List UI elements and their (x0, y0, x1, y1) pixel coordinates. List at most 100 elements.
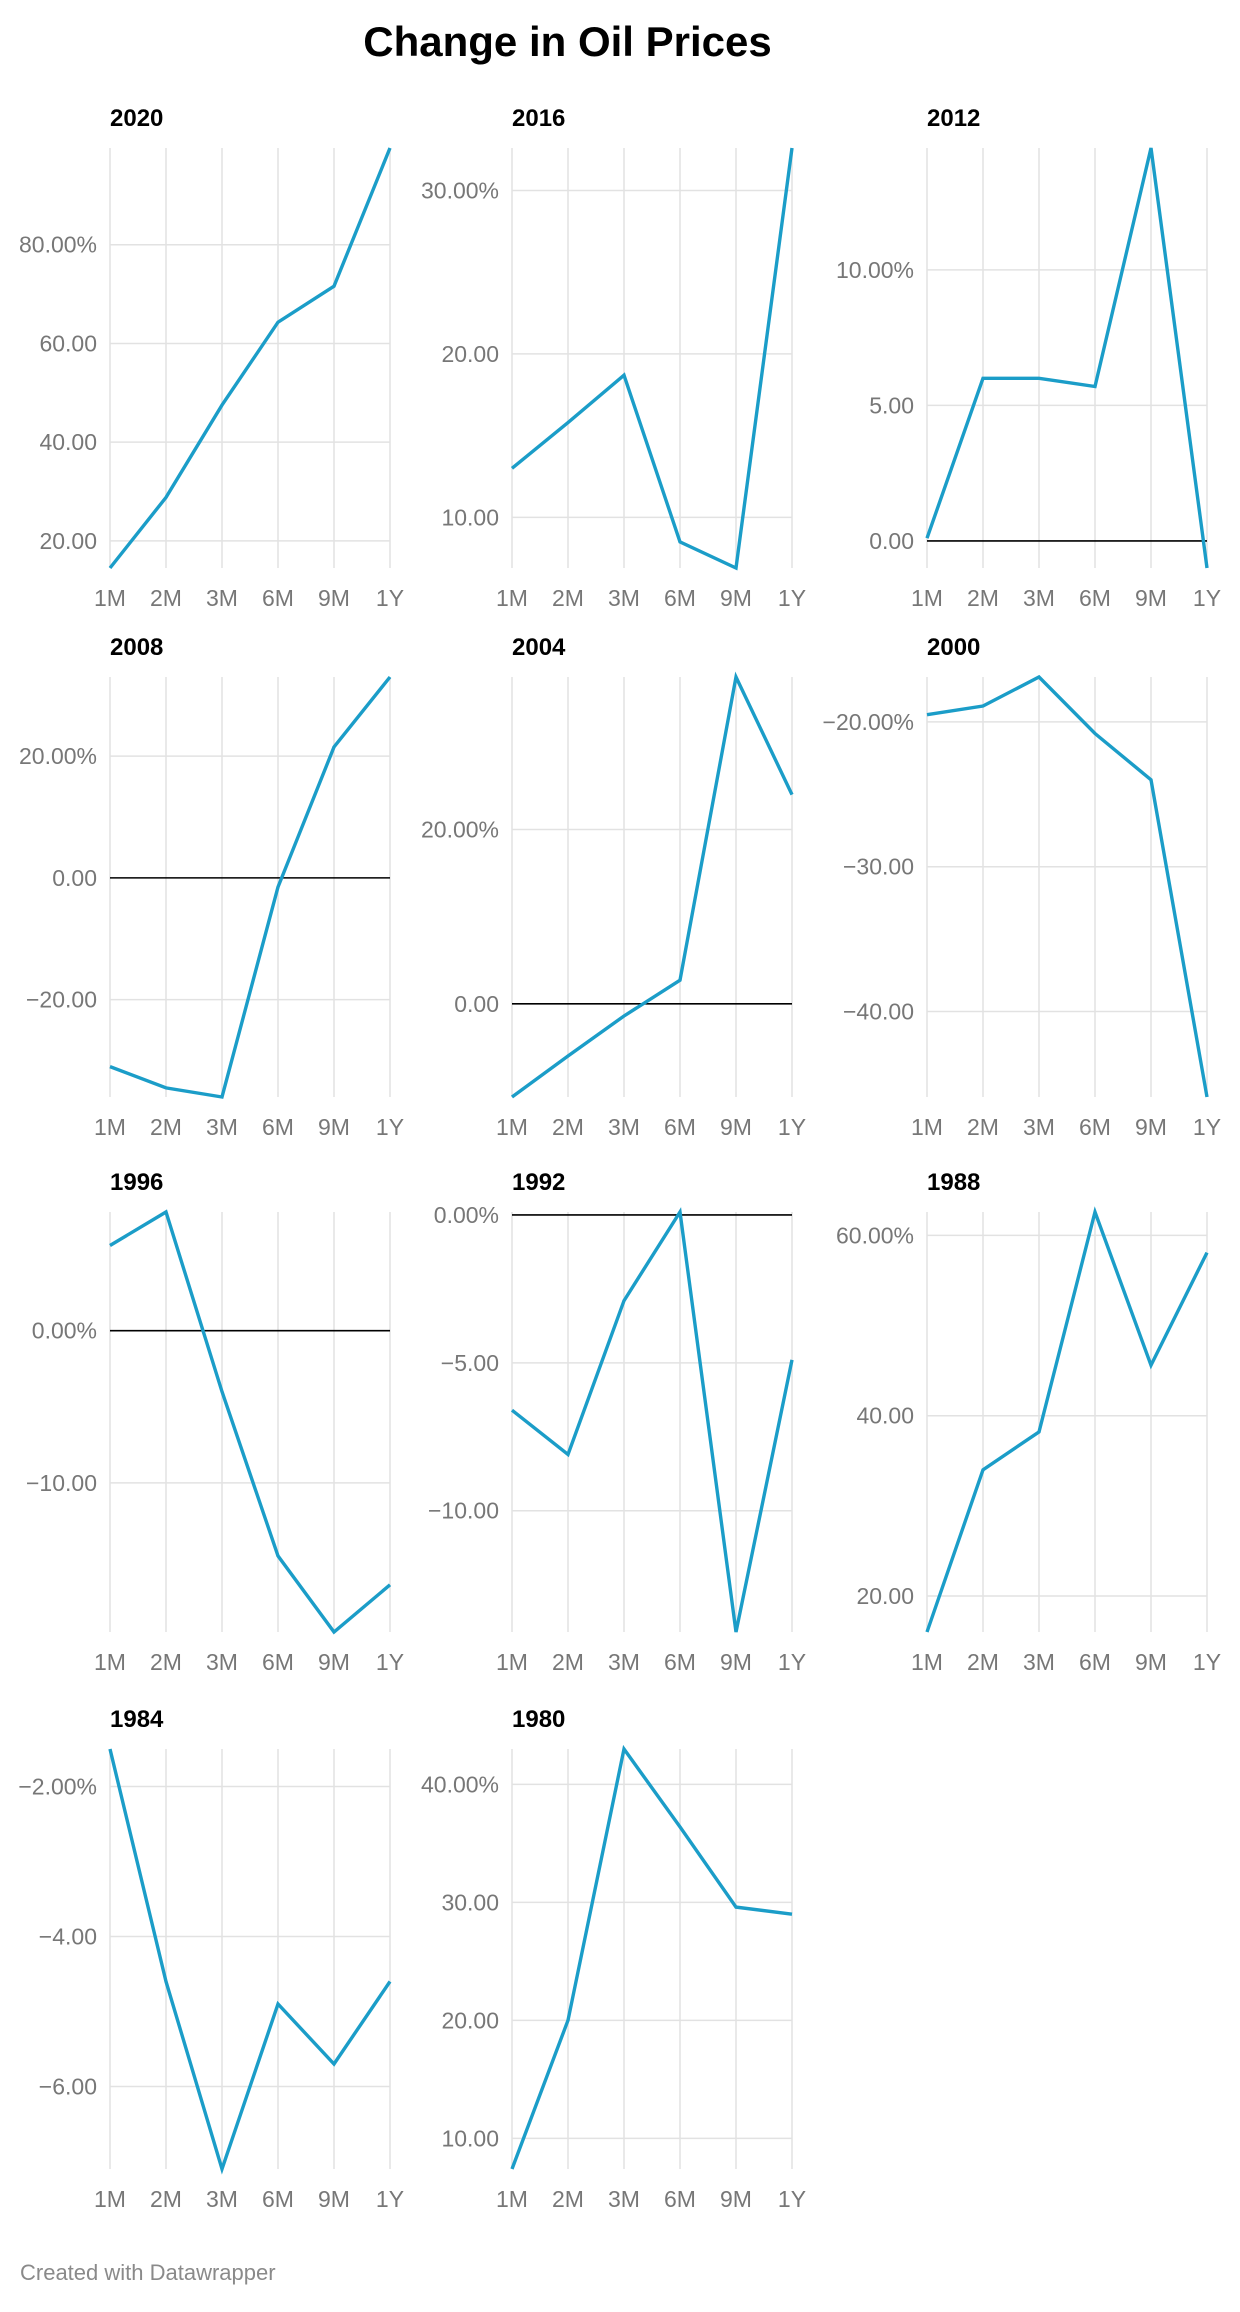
series-line (109, 675, 392, 1099)
x-tick-label: 1Y (778, 1114, 806, 1140)
y-tick-label: 0.00 (869, 528, 914, 554)
x-tick-label: 1M (496, 1114, 528, 1140)
y-tick-label: 20.00% (421, 816, 499, 842)
x-tick-label: 2M (150, 1649, 182, 1675)
x-tick-label: 2M (552, 1649, 584, 1675)
x-tick-label: 1Y (778, 2186, 806, 2212)
panel-2020: 2020 20.00 40.00 60.00 80.00% 1M 2M 3M 6M 9M 1Y (19, 105, 404, 611)
x-tick-label: 2M (552, 1114, 584, 1140)
panel-2016: 2016 10.00 20.00 30.00% 1M 2M 3M 6M 9M 1Y (421, 105, 806, 611)
y-tick-label: 20.00 (441, 2007, 499, 2033)
page-title: Change in Oil Prices (363, 18, 772, 65)
x-tick-label: 1Y (376, 1649, 404, 1675)
x-tick-label: 2M (967, 1649, 999, 1675)
x-tick-label: 9M (318, 585, 350, 611)
x-tick-label: 9M (1135, 585, 1167, 611)
y-tick-label: 0.00% (434, 1202, 499, 1228)
x-tick-label: 3M (1023, 585, 1055, 611)
panel-1996: 1996 −10.00 0.00% 1M 2M 3M 6M 9M 1Y (26, 1169, 404, 1675)
x-tick-label: 6M (664, 1649, 696, 1675)
y-tick-label: −30.00 (843, 854, 914, 880)
x-tick-label: 1Y (376, 2186, 404, 2212)
series-line (926, 674, 1209, 1098)
x-tick-label: 9M (720, 1114, 752, 1140)
x-tick-label: 1Y (778, 1649, 806, 1675)
y-tick-label: −20.00 (26, 987, 97, 1013)
x-tick-label: 6M (1079, 585, 1111, 611)
y-tick-label: −20.00% (823, 709, 914, 735)
y-tick-label: −10.00 (428, 1498, 499, 1524)
y-tick-label: −10.00 (26, 1470, 97, 1496)
series-line (109, 1209, 392, 1635)
x-tick-label: 9M (318, 2186, 350, 2212)
y-tick-label: 40.00 (39, 429, 97, 455)
x-tick-label: 1Y (1193, 585, 1221, 611)
series-line (510, 147, 794, 571)
x-tick-label: 3M (206, 2186, 238, 2212)
panel-1980: 1980 10.00 20.00 30.00 40.00% 1M 2M 3M 6M 9M 1Y (421, 1706, 806, 2212)
y-tick-label: −5.00 (441, 1350, 499, 1376)
x-tick-label: 9M (1135, 1114, 1167, 1140)
series-line (510, 1207, 794, 1633)
y-tick-label: 5.00 (869, 392, 914, 418)
x-tick-label: 9M (318, 1114, 350, 1140)
x-tick-label: 2M (552, 2186, 584, 2212)
x-tick-label: 1M (496, 2186, 528, 2212)
y-tick-label: −6.00 (39, 2074, 97, 2100)
footer-credit: Created with Datawrapper (20, 2260, 276, 2285)
x-tick-label: 1Y (1193, 1114, 1221, 1140)
x-tick-label: 6M (664, 1114, 696, 1140)
x-tick-label: 3M (206, 1114, 238, 1140)
x-tick-label: 6M (1079, 1649, 1111, 1675)
series-line (925, 147, 1209, 569)
x-tick-label: 3M (206, 585, 238, 611)
panel-title: 2000 (927, 634, 980, 661)
panel-title: 1988 (927, 1169, 980, 1196)
x-tick-label: 9M (720, 1649, 752, 1675)
panel-title: 1992 (512, 1169, 565, 1196)
x-tick-label: 2M (967, 585, 999, 611)
panel-2000: 2000 −40.00 −30.00 −20.00% 1M 2M 3M 6M 9M 1Y (823, 634, 1222, 1140)
series-line (108, 1748, 392, 2175)
panel-title: 2016 (512, 105, 565, 132)
x-tick-label: 1M (94, 2186, 126, 2212)
x-tick-label: 9M (720, 585, 752, 611)
y-tick-label: 20.00 (441, 341, 499, 367)
x-tick-label: 1M (911, 1114, 943, 1140)
series-line (510, 671, 794, 1099)
panel-title: 2012 (927, 105, 980, 132)
x-tick-label: 9M (720, 2186, 752, 2212)
x-tick-label: 6M (262, 2186, 294, 2212)
x-tick-label: 6M (664, 2186, 696, 2212)
x-tick-label: 1Y (1193, 1649, 1221, 1675)
x-tick-label: 1Y (376, 585, 404, 611)
x-tick-label: 6M (262, 585, 294, 611)
series-line (510, 1744, 793, 2170)
y-tick-label: −40.00 (843, 999, 914, 1025)
x-tick-label: 6M (262, 1649, 294, 1675)
x-tick-label: 1M (911, 585, 943, 611)
x-tick-label: 3M (206, 1649, 238, 1675)
x-tick-label: 3M (1023, 1114, 1055, 1140)
x-tick-label: 2M (150, 2186, 182, 2212)
panel-title: 1996 (110, 1169, 163, 1196)
y-tick-label: −4.00 (39, 1924, 97, 1950)
y-tick-label: 20.00 (856, 1583, 914, 1609)
x-tick-label: 1M (94, 1649, 126, 1675)
x-tick-label: 9M (318, 1649, 350, 1675)
x-tick-label: 3M (608, 1114, 640, 1140)
x-tick-label: 6M (1079, 1114, 1111, 1140)
panel-2004: 2004 0.00 20.00% 1M 2M 3M 6M 9M 1Y (421, 634, 806, 1140)
y-tick-label: 0.00 (52, 865, 97, 891)
x-tick-label: 6M (262, 1114, 294, 1140)
x-tick-label: 1M (911, 1649, 943, 1675)
y-tick-label: 60.00 (39, 330, 97, 356)
y-tick-label: 0.00% (32, 1318, 97, 1344)
panel-title: 1980 (512, 1706, 565, 1733)
y-tick-label: 30.00 (441, 1889, 499, 1915)
panel-1992: 1992 −10.00 −5.00 0.00% 1M 2M 3M 6M 9M 1Y (428, 1169, 806, 1675)
y-tick-label: 20.00% (19, 743, 97, 769)
x-tick-label: 1M (94, 585, 126, 611)
panel-2008: 2008 −20.00 0.00 20.00% 1M 2M 3M 6M 9M 1Y (19, 634, 404, 1140)
x-tick-label: 9M (1135, 1649, 1167, 1675)
